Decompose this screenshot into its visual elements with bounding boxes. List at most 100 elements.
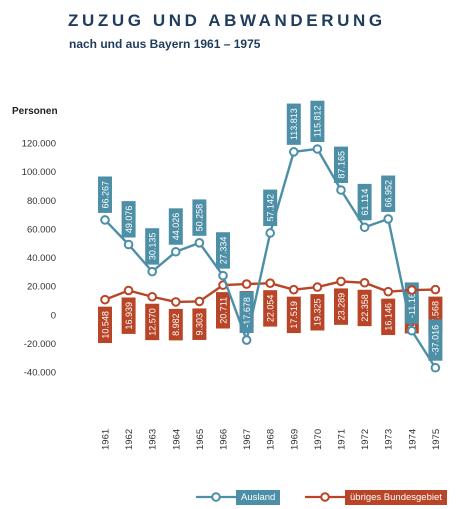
x-tick-label: 1974 [407, 429, 418, 450]
x-tick-label: 1962 [124, 429, 135, 450]
data-point-ausland [430, 362, 441, 373]
data-label-text: 20.711 [218, 297, 228, 324]
y-tick-label: 120.000 [22, 139, 56, 150]
data-label: 66.952 [381, 175, 396, 212]
data-label: 9.303 [192, 308, 207, 340]
data-label: 16.939 [121, 297, 136, 334]
x-tick-label: 1967 [242, 429, 253, 450]
x-tick-label: 1964 [171, 429, 182, 450]
data-label-box [145, 228, 160, 265]
x-tick-label: 1965 [195, 429, 206, 450]
data-label-text: 27.334 [218, 237, 228, 265]
data-label-text: 17.568 [431, 301, 441, 329]
data-point-ausland [171, 246, 181, 257]
data-label: 8.982 [168, 308, 183, 341]
data-label-text: 30.135 [148, 233, 158, 261]
y-tick-label: 80.000 [27, 196, 56, 207]
data-point-uebriges-bundesgebiet [194, 296, 205, 307]
data-point-uebriges-bundesgebiet [241, 279, 252, 289]
legend-label-uebriges-bundesgebiet: übriges Bundesgebiet [345, 489, 447, 505]
data-label-text: 66.267 [100, 181, 110, 209]
chart-title: ZUZUG UND ABWANDERUNG [68, 11, 386, 30]
data-label-text: 115.812 [313, 105, 323, 137]
data-label-box [168, 308, 183, 341]
data-point-uebriges-bundesgebiet [147, 291, 157, 302]
data-label-text: 22.358 [360, 294, 370, 322]
data-label-box [216, 232, 230, 269]
data-label: 44.026 [168, 208, 183, 245]
y-tick-label: 0 [51, 310, 56, 321]
data-label-box [192, 308, 207, 340]
x-tick-label: 1961 [101, 429, 112, 450]
x-tick-label: 1971 [337, 429, 348, 450]
data-label-text: 113.813 [289, 108, 299, 140]
data-point-uebriges-bundesgebiet [265, 278, 276, 288]
data-label-text: -17.678 [242, 297, 252, 328]
data-point-uebriges-bundesgebiet [312, 282, 323, 292]
data-point-ausland [147, 266, 157, 277]
data-label-box [121, 297, 136, 334]
data-point-uebriges-bundesgebiet [407, 285, 417, 295]
data-label-text: -37.016 [431, 325, 441, 356]
data-label: 115.812 [310, 100, 325, 142]
data-label: 49.076 [121, 201, 136, 238]
data-label-box [357, 183, 372, 221]
data-label-box [98, 176, 112, 213]
data-point-ausland [383, 214, 394, 224]
data-label-text: 9.303 [195, 313, 205, 336]
data-label: 57.142 [263, 189, 278, 226]
data-point-uebriges-bundesgebiet [123, 285, 134, 296]
data-label-text: 19.325 [313, 299, 323, 327]
data-label-text: 12.570 [148, 308, 158, 336]
legend-label-ausland: Ausland [236, 489, 281, 505]
data-label: 19.325 [310, 294, 325, 331]
x-tick-label: 1969 [289, 429, 300, 450]
data-label-text: 16.146 [384, 303, 394, 331]
data-point-ausland [194, 238, 205, 248]
data-label-box [168, 208, 183, 245]
x-tick-label: 1970 [313, 429, 324, 450]
data-point-uebriges-bundesgebiet [336, 276, 346, 287]
data-label: 22.054 [263, 290, 278, 327]
data-label: 113.813 [286, 103, 301, 145]
data-point-ausland [123, 239, 134, 250]
data-label-text: 66.952 [384, 180, 394, 208]
data-label: 17.519 [286, 296, 301, 334]
x-tick-label: 1973 [384, 429, 395, 450]
y-tick-label: 20.000 [27, 282, 56, 293]
data-label: 22.358 [357, 289, 372, 327]
data-label-box [98, 306, 112, 344]
data-label-box [145, 303, 160, 341]
data-label-box [192, 199, 207, 236]
y-tick-label: -20.000 [24, 339, 56, 350]
data-point-uebriges-bundesgebiet [171, 297, 181, 307]
y-tick-label: 100.000 [22, 167, 56, 178]
data-label: 23.289 [334, 288, 348, 325]
legend-swatch-uebriges-bundesgebiet [305, 492, 345, 502]
data-label-text: 57.142 [266, 194, 276, 222]
data-point-ausland [265, 228, 276, 238]
data-point-ausland [407, 325, 417, 336]
data-label: 61.114 [357, 183, 372, 221]
data-label-box [310, 100, 325, 142]
data-label-box [334, 288, 348, 325]
data-label-text: 61.114 [360, 189, 370, 216]
x-tick-label: 1966 [219, 429, 230, 450]
data-label-text: 17.519 [289, 301, 299, 329]
data-point-uebriges-bundesgebiet [383, 286, 394, 297]
data-label-box [216, 292, 230, 329]
data-label-text: -11.161 [407, 288, 417, 318]
data-label-box [263, 290, 278, 327]
legend-swatch-ausland [196, 492, 236, 502]
data-label: -37.016 [428, 319, 443, 361]
data-label-text: 23.289 [336, 293, 346, 321]
data-label-box [381, 175, 396, 212]
data-label: 30.135 [145, 228, 160, 265]
data-label-box [310, 294, 325, 331]
data-label-box [381, 298, 396, 336]
data-label-box [357, 289, 372, 327]
data-point-ausland [312, 144, 323, 154]
data-point-uebriges-bundesgebiet [100, 294, 110, 305]
x-tick-label: 1975 [431, 429, 442, 450]
data-label: 20.711 [216, 292, 230, 329]
